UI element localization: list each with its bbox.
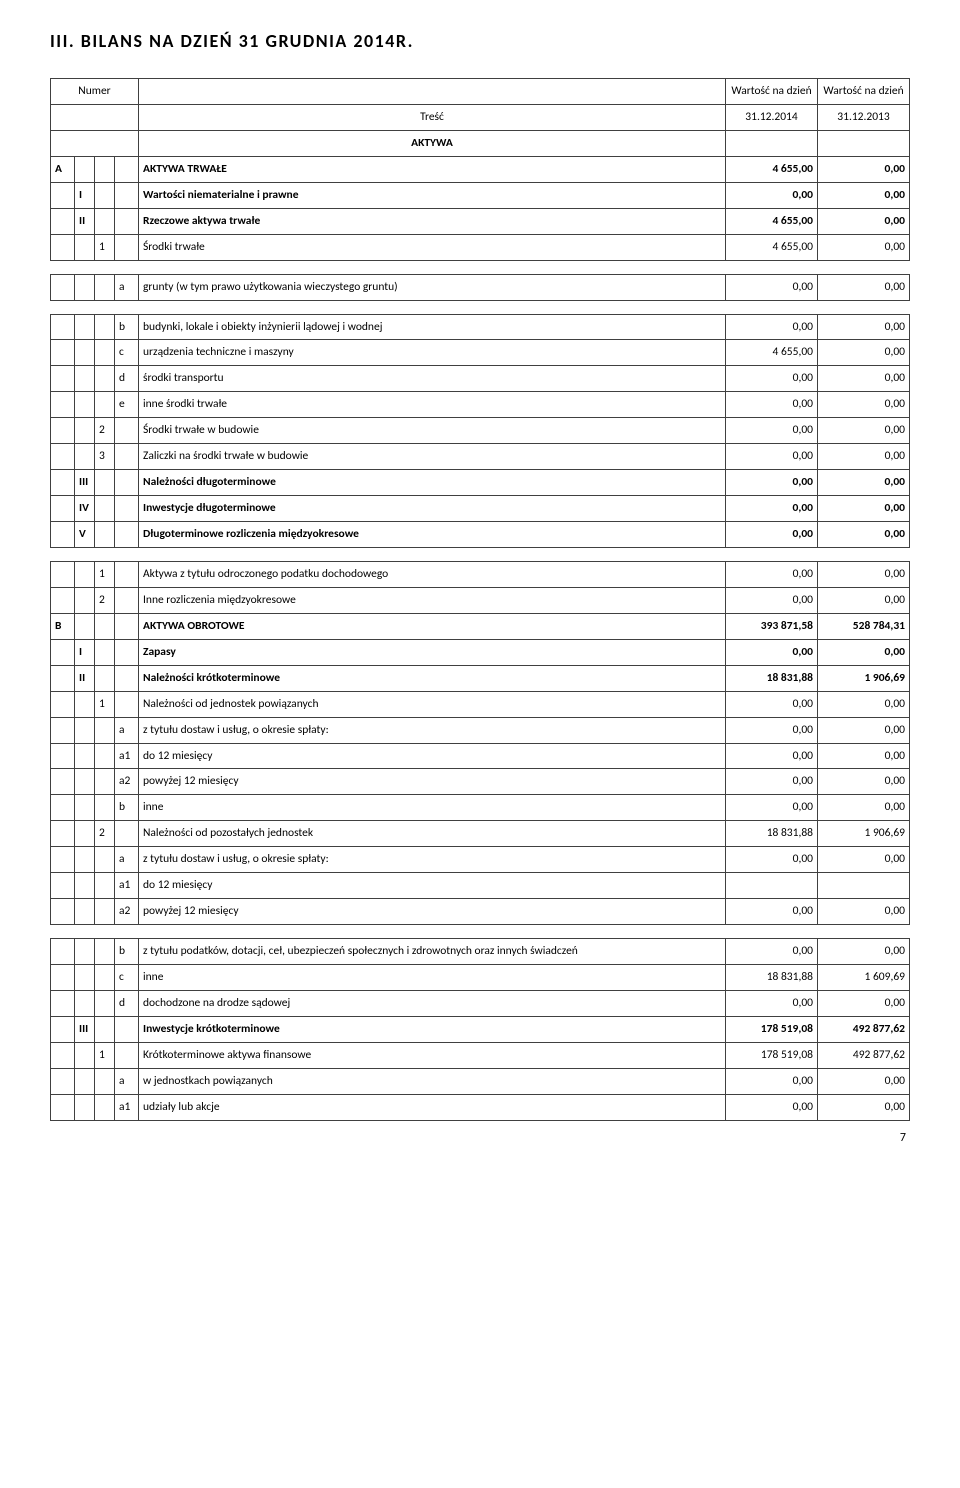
table-row: 2Środki trwałe w budowie0,000,00: [51, 418, 910, 444]
table-row: a1do 12 miesięcy0,000,00: [51, 743, 910, 769]
table-row: cinne18 831,881 609,69: [51, 965, 910, 991]
header-date-2: 31.12.2013: [818, 104, 910, 130]
table-row: IZapasy0,000,00: [51, 639, 910, 665]
table-row: 3Zaliczki na środki trwałe w budowie0,00…: [51, 444, 910, 470]
table-row: az tytułu dostaw i usług, o okresie spła…: [51, 847, 910, 873]
header-aktywa: AKTYWA: [139, 130, 726, 156]
table-row: 2Należności od pozostałych jednostek18 8…: [51, 821, 910, 847]
table-row: BAKTYWA OBROTOWE393 871,58528 784,31: [51, 613, 910, 639]
table-row: 2Inne rozliczenia międzyokresowe0,000,00: [51, 587, 910, 613]
table-row: einne środki trwałe0,000,00: [51, 392, 910, 418]
table-row: a2powyżej 12 miesięcy0,000,00: [51, 899, 910, 925]
header-tresc: Treść: [139, 104, 726, 130]
table-row: IIRzeczowe aktywa trwałe4 655,000,00: [51, 208, 910, 234]
table-row: az tytułu dostaw i usług, o okresie spła…: [51, 717, 910, 743]
table-row: aw jednostkach powiązanych0,000,00: [51, 1068, 910, 1094]
table-row: VDługoterminowe rozliczenia międzyokreso…: [51, 522, 910, 548]
table-row: bbudynki, lokale i obiekty inżynierii lą…: [51, 314, 910, 340]
header-date-1: 31.12.2014: [726, 104, 818, 130]
table-row: ddochodzone na drodze sądowej0,000,00: [51, 990, 910, 1016]
table-row: [51, 925, 910, 939]
table-row: IIIInwestycje krótkoterminowe178 519,084…: [51, 1016, 910, 1042]
table-row: a1udziały lub akcje0,000,00: [51, 1094, 910, 1120]
table-row: 1Aktywa z tytułu odroczonego podatku doc…: [51, 561, 910, 587]
page-number: 7: [50, 1131, 910, 1145]
table-row: bz tytułu podatków, dotacji, ceł, ubezpi…: [51, 939, 910, 965]
table-row: dśrodki transportu0,000,00: [51, 366, 910, 392]
table-row: binne0,000,00: [51, 795, 910, 821]
table-row: AAKTYWA TRWAŁE4 655,000,00: [51, 156, 910, 182]
table-row: IINależności krótkoterminowe18 831,881 9…: [51, 665, 910, 691]
table-row: a1do 12 miesięcy: [51, 873, 910, 899]
table-row: agrunty (w tym prawo użytkowania wieczys…: [51, 274, 910, 300]
header-value-2: Wartość na dzień: [818, 79, 910, 105]
table-row: 1Krótkoterminowe aktywa finansowe178 519…: [51, 1042, 910, 1068]
table-row: IWartości niematerialne i prawne0,000,00: [51, 182, 910, 208]
table-row: 1Środki trwałe4 655,000,00: [51, 234, 910, 260]
table-row: IIINależności długoterminowe0,000,00: [51, 470, 910, 496]
table-row: [51, 547, 910, 561]
table-row: a2powyżej 12 miesięcy0,000,00: [51, 769, 910, 795]
table-row: [51, 300, 910, 314]
table-row: 1Należności od jednostek powiązanych0,00…: [51, 691, 910, 717]
table-row: IVInwestycje długoterminowe0,000,00: [51, 496, 910, 522]
header-value-1: Wartość na dzień: [726, 79, 818, 105]
page-title: III. BILANS NA DZIEŃ 31 GRUDNIA 2014R.: [50, 30, 910, 52]
balance-table: NumerWartość na dzieńWartość na dzieńTre…: [50, 78, 910, 1121]
table-row: curządzenia techniczne i maszyny4 655,00…: [51, 340, 910, 366]
table-row: [51, 260, 910, 274]
header-numer: Numer: [51, 79, 139, 105]
